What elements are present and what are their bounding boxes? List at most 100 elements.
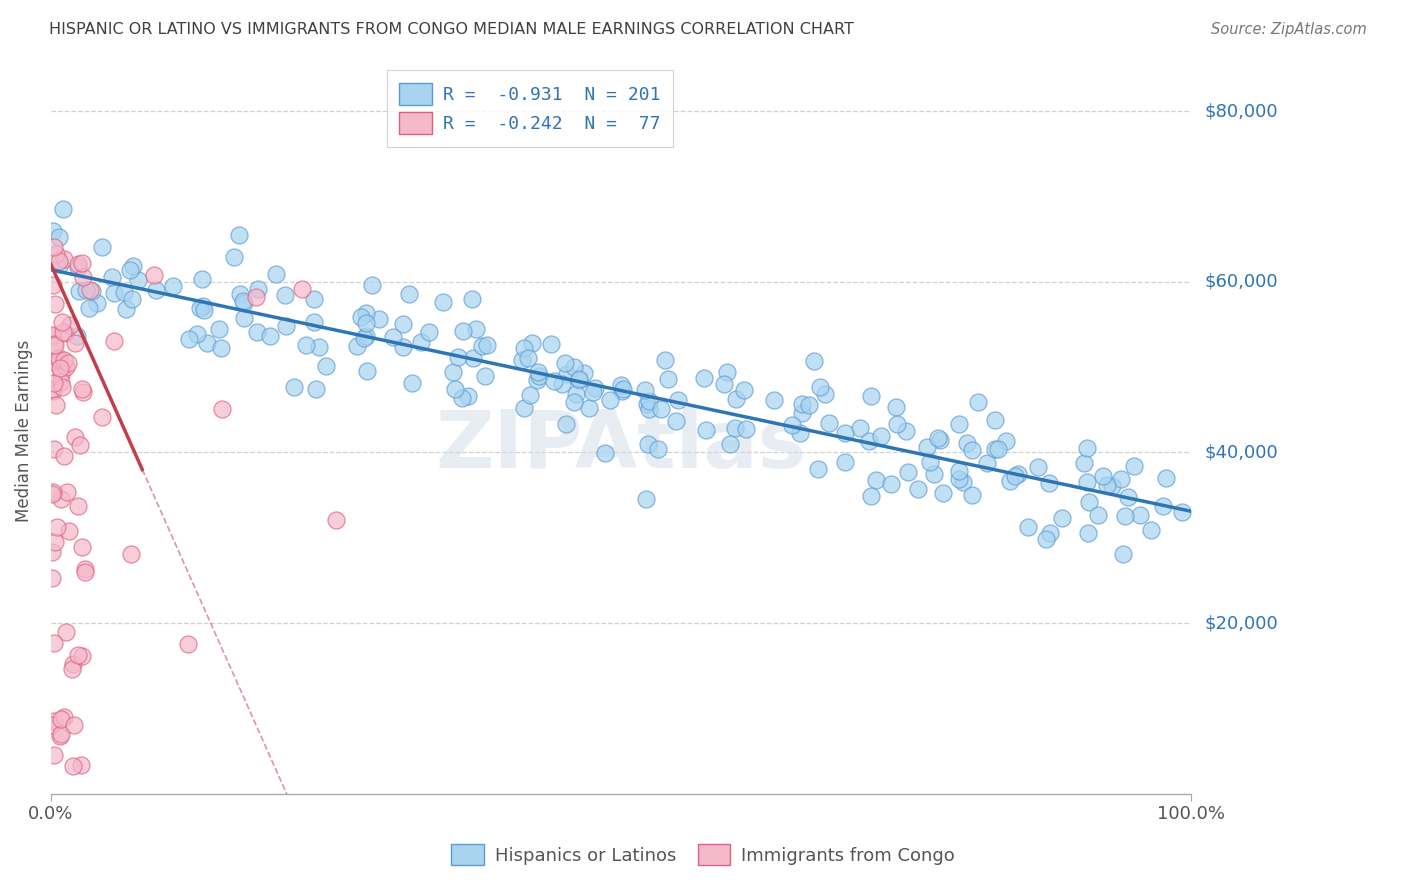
Point xyxy=(471,339,494,353)
Point xyxy=(807,461,830,475)
Point xyxy=(354,316,377,330)
Point xyxy=(295,338,318,352)
Point xyxy=(103,334,125,348)
Point xyxy=(432,294,454,309)
Point xyxy=(392,340,415,354)
Point xyxy=(177,332,200,346)
Legend: Hispanics or Latinos, Immigrants from Congo: Hispanics or Latinos, Immigrants from Co… xyxy=(443,835,963,874)
Point xyxy=(735,422,758,436)
Point xyxy=(42,277,65,292)
Point xyxy=(1039,526,1062,541)
Point xyxy=(228,228,250,243)
Point xyxy=(62,657,84,672)
Point xyxy=(593,446,616,460)
Point xyxy=(186,326,208,341)
Point xyxy=(612,382,634,396)
Point xyxy=(118,263,141,277)
Point xyxy=(562,359,585,374)
Point xyxy=(42,240,65,254)
Point xyxy=(103,285,125,300)
Point xyxy=(79,284,101,298)
Point xyxy=(859,389,882,403)
Point xyxy=(927,431,949,445)
Point xyxy=(66,648,89,663)
Point xyxy=(987,442,1010,456)
Point xyxy=(44,336,66,351)
Point xyxy=(49,491,72,506)
Point xyxy=(666,393,689,408)
Point xyxy=(48,351,70,365)
Point xyxy=(368,312,391,326)
Point xyxy=(475,337,498,351)
Point xyxy=(474,369,496,384)
Point xyxy=(44,747,66,762)
Point xyxy=(41,545,63,559)
Point xyxy=(73,562,96,576)
Point xyxy=(66,499,89,513)
Point xyxy=(555,367,578,381)
Point xyxy=(1007,467,1029,481)
Point xyxy=(70,382,93,396)
Point xyxy=(1154,471,1177,485)
Point xyxy=(976,456,998,470)
Point xyxy=(733,383,755,397)
Point xyxy=(349,310,371,324)
Point xyxy=(86,296,108,310)
Point xyxy=(122,259,145,273)
Point xyxy=(177,637,200,651)
Point xyxy=(522,335,544,350)
Point xyxy=(1152,500,1174,514)
Point xyxy=(264,267,287,281)
Point xyxy=(1004,468,1026,483)
Point xyxy=(52,325,75,339)
Point xyxy=(49,375,72,389)
Point xyxy=(870,428,893,442)
Point xyxy=(53,353,76,368)
Point xyxy=(1111,472,1133,486)
Point xyxy=(956,436,979,450)
Point xyxy=(53,326,76,340)
Point xyxy=(259,328,281,343)
Point xyxy=(49,368,72,382)
Point xyxy=(325,513,347,527)
Point xyxy=(52,202,75,216)
Point xyxy=(948,472,970,486)
Point xyxy=(1035,532,1057,546)
Point xyxy=(48,254,70,268)
Point xyxy=(41,718,63,732)
Point xyxy=(578,401,600,416)
Point xyxy=(1140,524,1163,538)
Point xyxy=(1101,479,1123,493)
Point xyxy=(75,565,97,579)
Y-axis label: Median Male Earnings: Median Male Earnings xyxy=(15,340,32,522)
Point xyxy=(91,240,114,254)
Point xyxy=(42,485,65,500)
Point xyxy=(519,388,541,402)
Point xyxy=(49,712,72,726)
Point xyxy=(398,287,420,301)
Point xyxy=(41,487,63,501)
Point xyxy=(354,329,377,343)
Point xyxy=(91,409,114,424)
Point xyxy=(1076,441,1098,455)
Point xyxy=(193,302,215,317)
Point xyxy=(1114,508,1136,523)
Point xyxy=(1097,478,1119,492)
Point xyxy=(897,466,920,480)
Point xyxy=(562,394,585,409)
Point xyxy=(554,356,576,370)
Point xyxy=(191,299,214,313)
Point xyxy=(966,395,988,409)
Point xyxy=(246,326,269,340)
Point xyxy=(814,387,837,401)
Point xyxy=(568,373,591,387)
Point xyxy=(308,340,330,354)
Point xyxy=(1073,456,1095,470)
Point xyxy=(1171,505,1194,519)
Point xyxy=(610,378,633,392)
Point xyxy=(510,353,533,368)
Point xyxy=(464,322,486,336)
Point xyxy=(1076,475,1098,489)
Point xyxy=(1112,548,1135,562)
Point xyxy=(195,336,218,351)
